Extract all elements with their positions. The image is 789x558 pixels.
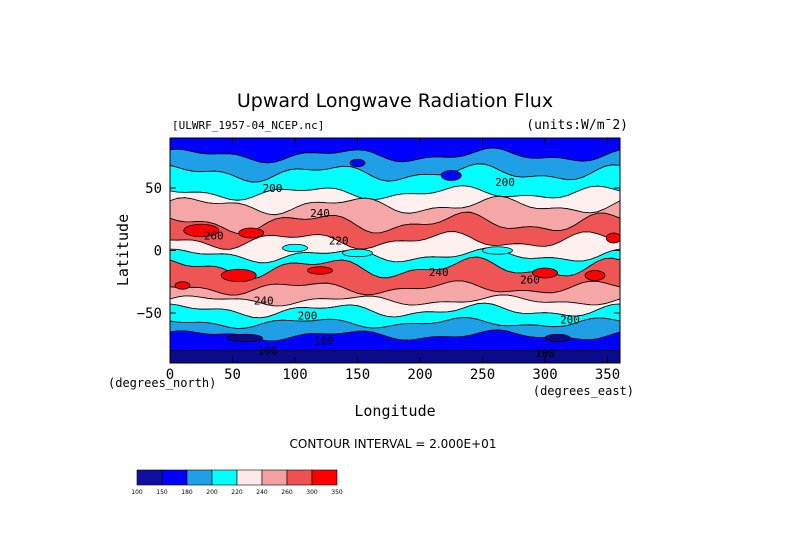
hot-core	[238, 227, 265, 239]
colorbar-level-label: 200	[206, 489, 218, 496]
colorbar-swatch	[211, 469, 238, 486]
contour-label: 220	[329, 235, 349, 248]
x-axis-ticks: 0 50 100 150 200 250 300 350	[166, 138, 620, 383]
contour-label: 240	[310, 207, 330, 220]
x-tick-label: 200	[407, 367, 432, 383]
contour-label: 240	[429, 266, 449, 279]
hot-core	[584, 270, 606, 281]
colorbar-swatch	[136, 469, 163, 486]
y-axis-label: Latitude	[114, 214, 132, 286]
chart-title: Upward Longwave Radiation Flux	[237, 90, 553, 112]
contour-label: 200	[560, 313, 580, 326]
x-tick-label: 250	[470, 367, 495, 383]
flux-band	[170, 350, 620, 363]
colorbar-level-label: 350	[331, 489, 343, 496]
cold-pocket	[227, 333, 263, 343]
colorbar-swatch	[261, 469, 288, 486]
contour-label: 240	[254, 295, 274, 308]
x-tick-label: 300	[532, 367, 557, 383]
contour-label: 100	[535, 347, 555, 360]
colorbar-level-label: 150	[156, 489, 168, 496]
y-tick-label: 0	[154, 244, 162, 260]
cold-pocket	[282, 243, 308, 253]
hot-core	[532, 267, 558, 279]
x-tick-label: 350	[595, 367, 620, 383]
hot-core	[307, 266, 333, 275]
y-tick-label: 50	[145, 181, 162, 197]
y-unit-label: (degrees_north)	[108, 376, 216, 390]
y-axis-ticks: −50 0 50	[137, 181, 620, 322]
colorbar-level-label: 100	[131, 489, 143, 496]
hot-core	[605, 232, 620, 244]
colorbar-level-label: 260	[281, 489, 293, 496]
x-tick-label: 150	[345, 367, 370, 383]
contour-label: 200	[263, 182, 283, 195]
colorbar-swatch	[286, 469, 313, 486]
y-tick-label: −50	[137, 306, 162, 322]
colorbar-level-label: 240	[256, 489, 268, 496]
contour-label: 260	[520, 273, 540, 286]
cold-pocket	[342, 248, 373, 258]
x-tick-label: 50	[224, 367, 241, 383]
dataset-label: [ULWRF_1957-04_NCEP.nc]	[172, 119, 324, 132]
colorbar-level-label: 180	[181, 489, 193, 496]
x-axis-label: Longitude	[354, 402, 435, 420]
colorbar: 100 150 180 200 220 240 260 300 350	[131, 469, 343, 496]
x-tick-label: 100	[282, 367, 307, 383]
cold-pocket	[482, 246, 513, 255]
colorbar-swatch	[236, 469, 263, 486]
contour-label: 100	[258, 345, 278, 358]
hot-core	[183, 223, 220, 238]
cold-pocket	[349, 158, 366, 168]
contour-label: 200	[298, 310, 318, 323]
colorbar-swatch	[161, 469, 188, 486]
units-label: (units:W/m¯2)	[526, 118, 628, 133]
colorbar-swatch	[311, 469, 338, 486]
heatmap-field	[170, 138, 620, 363]
hot-core	[174, 281, 191, 290]
cold-pocket	[440, 170, 462, 181]
contour-label: 100	[314, 335, 334, 348]
colorbar-swatch	[186, 469, 213, 486]
contour-label: 200	[495, 176, 515, 189]
colorbar-level-label: 300	[306, 489, 318, 496]
x-tick-label: 0	[166, 367, 174, 383]
colorbar-level-label: 220	[231, 489, 243, 496]
hot-core	[220, 268, 257, 283]
contour-interval-label: CONTOUR INTERVAL = 2.000E+01	[290, 437, 497, 451]
contour-label: 260	[204, 230, 224, 243]
cold-pocket	[544, 333, 571, 343]
x-unit-label: (degrees_east)	[533, 384, 634, 398]
contour-labels: 200 200 240 260 220 240 260 240 200 200 100 100 100	[204, 176, 580, 360]
